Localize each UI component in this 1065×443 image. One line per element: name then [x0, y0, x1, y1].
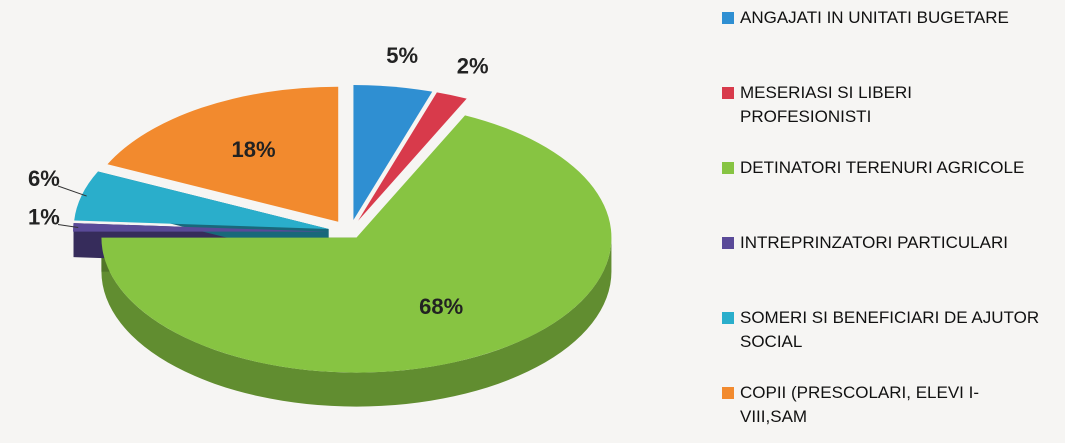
leader-line	[57, 185, 87, 197]
legend-swatch	[722, 87, 734, 99]
legend-label: SOMERI SI BENEFICIARI DE AJUTOR SOCIAL	[740, 308, 1040, 351]
chart: 5% 2% 68% 1% 6% 18%	[28, 43, 612, 407]
legend-label: COPII (PRESCOLARI, ELEVI I-VIII,SAM	[740, 383, 980, 426]
legend-swatch	[722, 162, 734, 174]
slice	[353, 85, 433, 221]
legend-swatch	[722, 387, 734, 399]
legend-item: MESERIASI SI LIBERI PROFESIONISTI	[718, 81, 1040, 156]
data-label: 6%	[28, 166, 60, 191]
legend-item: INTREPRINZATORI PARTICULARI	[718, 231, 1040, 306]
legend-label: INTREPRINZATORI PARTICULARI	[740, 233, 1008, 252]
legend-label: MESERIASI SI LIBERI PROFESIONISTI	[740, 83, 912, 126]
leader-line	[57, 223, 79, 228]
legend: ANGAJATI IN UNITATI BUGETARE MESERIASI SI…	[718, 6, 1048, 443]
slice	[107, 86, 339, 222]
data-label: 1%	[28, 204, 60, 229]
legend-item: SOMERI SI BENEFICIARI DE AJUTOR SOCIAL	[718, 306, 1040, 381]
slice	[358, 92, 467, 221]
data-label: 68%	[419, 294, 463, 319]
data-label: 5%	[386, 43, 418, 68]
legend-item: ANGAJATI IN UNITATI BUGETARE	[718, 6, 1040, 81]
data-label: 18%	[231, 137, 275, 162]
legend-label: ANGAJATI IN UNITATI BUGETARE	[740, 8, 1009, 27]
legend-item: DETINATORI TERENURI AGRICOLE	[718, 156, 1040, 231]
slice	[73, 223, 329, 232]
data-label: 2%	[457, 53, 489, 78]
legend-item: COPII (PRESCOLARI, ELEVI I-VIII,SAM	[718, 381, 1040, 443]
legend-swatch	[722, 312, 734, 324]
legend-swatch	[722, 237, 734, 249]
slice	[101, 115, 612, 373]
slice	[74, 171, 329, 229]
legend-label: DETINATORI TERENURI AGRICOLE	[740, 158, 1025, 177]
slice-side	[101, 237, 612, 407]
legend-swatch	[722, 12, 734, 24]
